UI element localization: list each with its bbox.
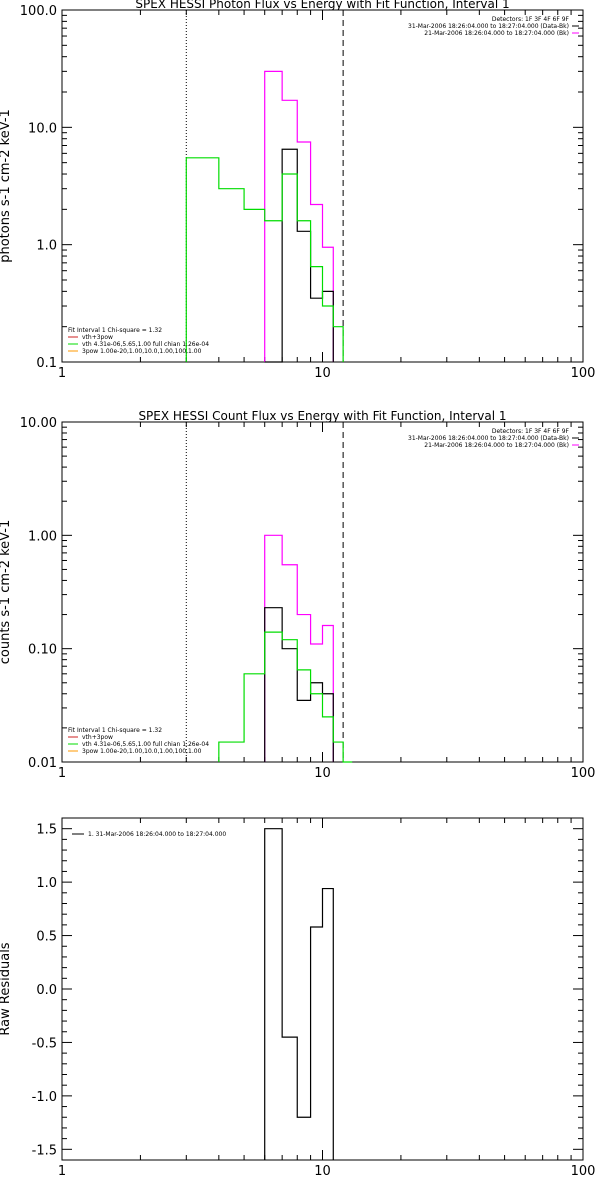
legend-header-line: Detectors: 1F 3F 4F 6F 9F <box>492 16 570 23</box>
series-1-histogram <box>264 70 334 362</box>
fit-legend-line: vth 4.31e-06,5.65,1.00 full chian 1.26e-… <box>82 341 209 348</box>
x-tick-label: 100 <box>571 1164 596 1179</box>
fit-legend-line: vth+3pow <box>82 334 113 341</box>
series-2-histogram <box>264 607 334 762</box>
fit-legend-line: vth+3pow <box>82 734 113 741</box>
y-axis-label: photons s-1 cm-2 keV-1 <box>0 109 13 263</box>
fit-legend-line: 3pow 1.00e-20,1.00,10.0,1.00,100,1.00 <box>82 748 202 755</box>
chart-title: SPEX HESSI Count Flux vs Energy with Fit… <box>138 409 506 423</box>
y-tick-label: 0.01 <box>28 756 57 771</box>
x-tick-label: 1 <box>58 766 66 781</box>
legend-header-line: 21-Mar-2006 18:26:04.000 to 18:27:04.000… <box>424 30 569 37</box>
x-tick-label: 10 <box>314 366 331 381</box>
y-tick-label: 0.0 <box>36 983 57 998</box>
panel-2: SPEX HESSI Count Flux vs Energy with Fit… <box>0 409 595 781</box>
fit-legend-line: vth 4.31e-06,5.65,1.00 full chian 1.26e-… <box>82 741 209 748</box>
y-tick-label: 0.5 <box>36 930 57 945</box>
legend-header-line: 31-Mar-2006 18:26:04.000 to 18:27:04.000… <box>408 23 569 30</box>
y-tick-label: 0.10 <box>28 643 57 658</box>
series-1-histogram <box>264 828 334 1160</box>
y-axis-label: Raw Residuals <box>0 942 13 1035</box>
x-tick-label: 1 <box>58 1164 66 1179</box>
x-tick-label: 1 <box>58 366 66 381</box>
legend-header-line: Detectors: 1F 3F 4F 6F 9F <box>492 428 570 435</box>
legend-entry: 1. 31-Mar-2006 18:26:04.000 to 18:27:04.… <box>88 831 226 838</box>
y-tick-label: 1.5 <box>36 823 57 838</box>
axes-frame <box>61 9 584 363</box>
series-3-histogram <box>218 631 353 763</box>
series-1-histogram <box>264 534 334 762</box>
panel-1: SPEX HESSI Photon Flux vs Energy with Fi… <box>0 0 595 381</box>
series-2-histogram <box>264 148 334 363</box>
axes-frame <box>61 817 584 1161</box>
y-tick-label: 100.0 <box>20 4 57 19</box>
x-tick-label: 10 <box>314 1164 331 1179</box>
fit-legend-line: Fit Interval 1 Chi-square = 1.32 <box>68 727 162 734</box>
y-tick-label: 1.00 <box>28 529 57 544</box>
chart-title: SPEX HESSI Photon Flux vs Energy with Fi… <box>135 0 509 11</box>
series-3-histogram <box>185 157 344 362</box>
x-tick-label: 100 <box>571 366 596 381</box>
y-tick-label: -1.5 <box>32 1143 57 1158</box>
y-tick-label: 0.1 <box>36 356 57 371</box>
y-tick-label: -1.0 <box>32 1090 57 1105</box>
y-tick-label: -0.5 <box>32 1036 57 1051</box>
fit-legend-line: Fit Interval 1 Chi-square = 1.32 <box>68 327 162 334</box>
legend-header-line: 21-Mar-2006 18:26:04.000 to 18:27:04.000… <box>424 442 569 449</box>
x-tick-label: 10 <box>314 766 331 781</box>
y-tick-label: 10.00 <box>20 416 57 431</box>
y-tick-label: 1.0 <box>36 876 57 891</box>
y-axis-label: counts s-1 cm-2 keV-1 <box>0 520 13 665</box>
legend-header-line: 31-Mar-2006 18:26:04.000 to 18:27:04.000… <box>408 435 569 442</box>
x-tick-label: 100 <box>571 766 596 781</box>
y-tick-label: 1.0 <box>36 239 57 254</box>
fit-legend-line: 3pow 1.00e-20,1.00,10.0,1.00,100,1.00 <box>82 348 202 355</box>
panel-3: 1 10 100 -1.5 -1.0 -0.5 0.0 0.5 1.0 1.5 Raw Residu… <box>0 817 596 1179</box>
y-tick-label: 10.0 <box>28 121 57 136</box>
